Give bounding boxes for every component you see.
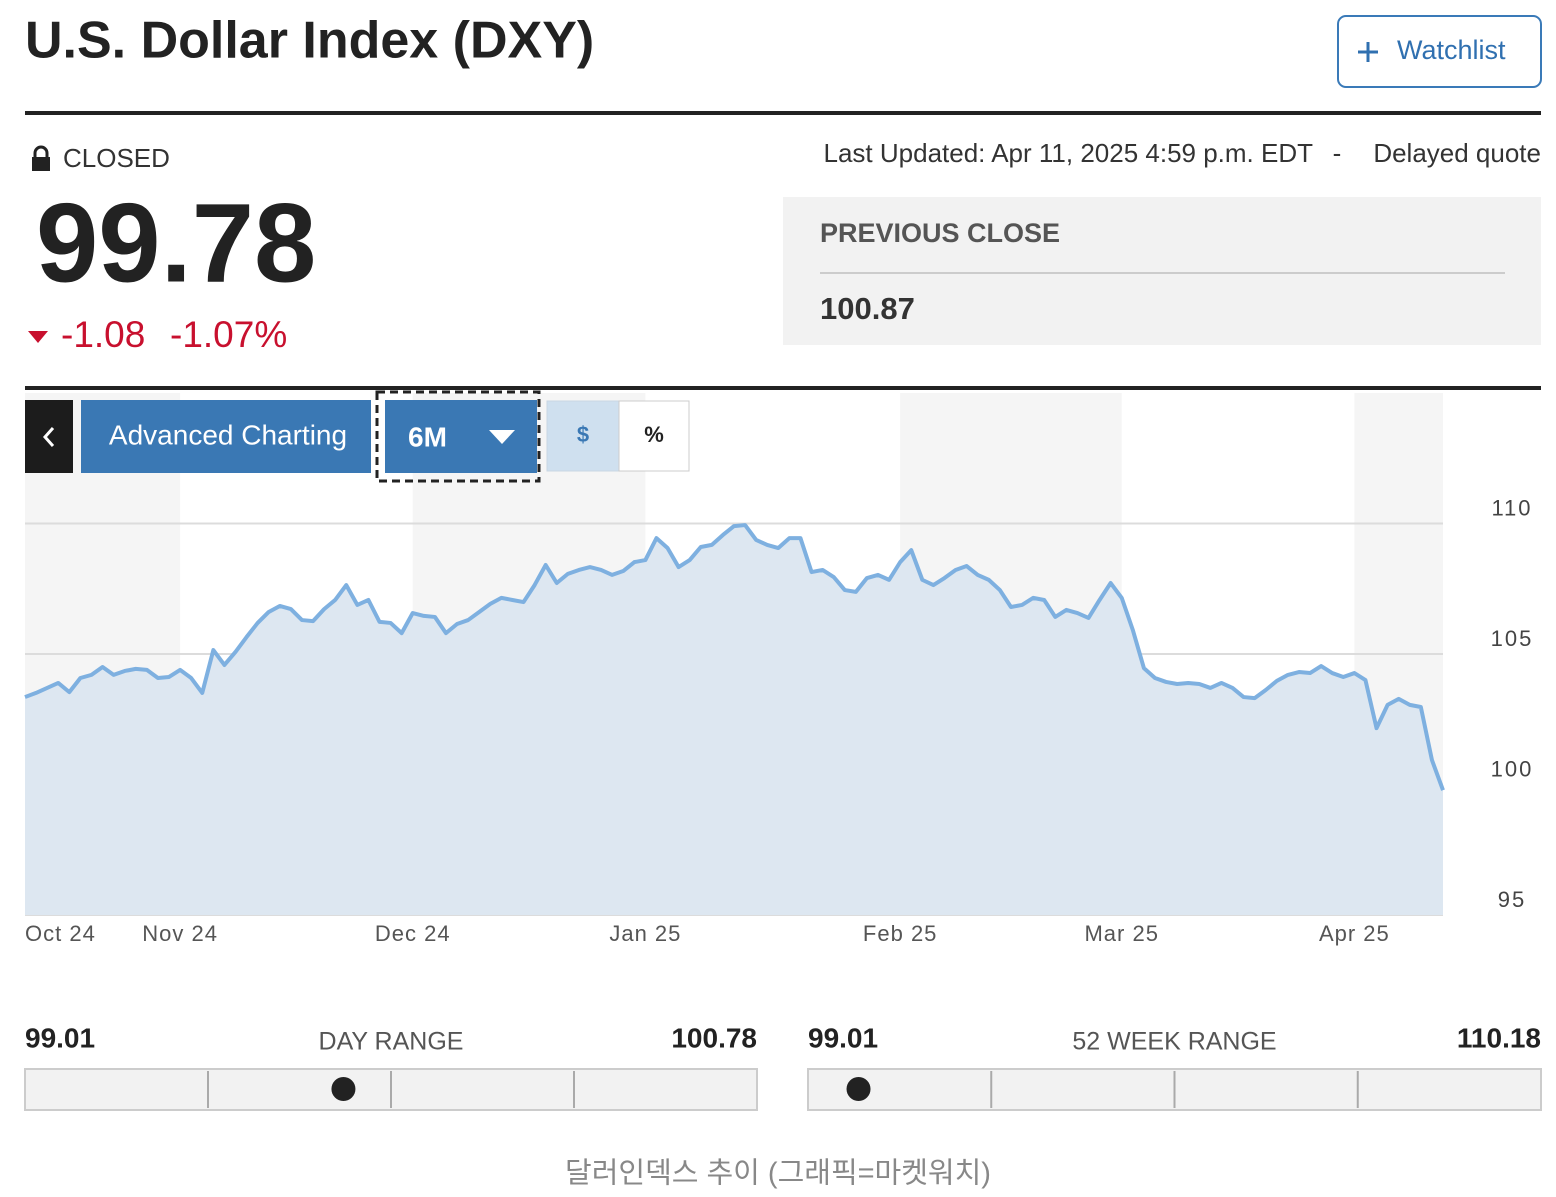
page-title: U.S. Dollar Index (DXY) [25,12,594,70]
watchlist-frame[interactable] [1337,15,1542,88]
range-marker [331,1077,356,1101]
chevron-icon[interactable] [42,427,55,447]
price-line [24,523,1445,791]
percent-toggle[interactable] [618,400,690,472]
caption: 달러인덱스 추이 (그래픽=마켓워치) [565,1157,991,1190]
dropdown-icon[interactable] [489,430,515,444]
range-low: 99.01 [25,1022,95,1053]
x-tick-label: Nov 24 [142,921,218,946]
area [25,525,1443,915]
advanced-label[interactable]: Advanced Charting [109,419,347,450]
range-high: 110.18 [1457,1022,1541,1053]
range-label: DAY RANGE [319,1028,464,1056]
chart-controls: Advanced Charting 6M $ % [25,390,690,483]
range-low: 99.01 [808,1022,878,1053]
x-tick-label: Oct 24 [25,921,96,946]
chart: 95 100 105 110 Oct 24 Nov 24 Dec 24 Jan 25 Feb 2… [24,393,1534,946]
y-tick-label: 95 [1498,887,1526,912]
plus-icon[interactable] [1358,42,1378,62]
dollar-label[interactable]: $ [577,422,589,447]
x-tick-label: Mar 25 [1084,921,1158,946]
y-tick-label: 105 [1491,626,1534,651]
delayed-note: Delayed quote [1373,138,1541,168]
separator: - [1333,138,1342,168]
down-arrow [28,331,48,343]
watchlist-button[interactable]: Watchlist [1337,15,1542,88]
y-tick-label: 100 [1491,756,1534,781]
last-updated: Last Updated: Apr 11, 2025 4:59 p.m. EDT [824,138,1314,168]
x-tick-label: Jan 25 [609,921,681,946]
previous-close-value: 100.87 [820,291,915,326]
lock-icon [32,145,50,171]
change: -1.08 [61,314,145,355]
price: 99.78 [36,181,316,306]
watchlist-label[interactable]: Watchlist [1397,35,1506,65]
collapse-button[interactable] [25,400,73,473]
y-tick-label: 110 [1491,495,1532,520]
x-tick-label: Feb 25 [863,921,938,946]
x-tick-label: Apr 25 [1319,921,1390,946]
focus-outline [375,390,541,483]
period-label[interactable]: 6M [408,421,447,452]
previous-close-box [783,197,1541,345]
x-tick-label: Dec 24 [375,921,451,946]
dollar-toggle[interactable] [546,400,620,472]
range-high: 100.78 [671,1022,757,1053]
previous-close-label: PREVIOUS CLOSE [820,218,1060,248]
market-status: CLOSED [63,143,170,173]
ranges: 99.01 DAY RANGE 100.78 99.01 52 WEEK RANGE 11… [24,1022,1542,1111]
range-label: 52 WEEK RANGE [1072,1028,1276,1056]
advanced-button[interactable] [81,400,371,473]
change-percent: -1.07% [170,314,287,355]
percent-label[interactable]: % [644,422,664,447]
period-select[interactable] [385,400,537,473]
range-marker [846,1077,871,1101]
